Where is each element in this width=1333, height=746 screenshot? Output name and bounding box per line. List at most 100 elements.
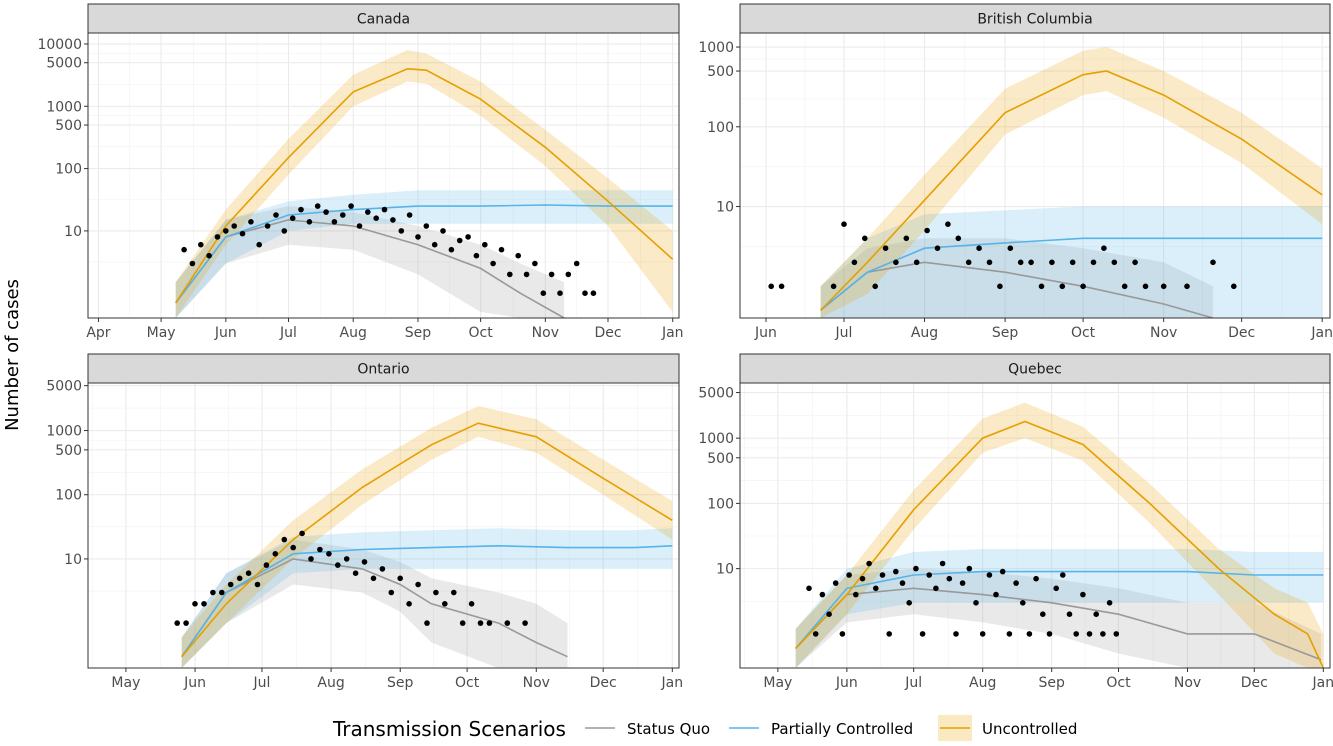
data-point [523,271,530,278]
data-point [886,631,892,637]
data-point [515,252,521,259]
data-point [326,551,332,557]
data-point [899,580,906,586]
data-point [1132,259,1138,266]
data-point [862,235,868,242]
data-point [281,228,288,234]
data-point [264,223,271,229]
data-point [1028,259,1034,266]
data-point [979,631,986,637]
data-point [933,585,939,592]
legend: Transmission Scenarios Status Quo Partial… [332,715,1077,741]
data-point [913,565,919,572]
x-tick-label: Dec [1241,675,1268,691]
y-axis: 10 100 500 1000 5000 10000 [37,37,88,240]
data-point [965,259,972,266]
data-point [882,245,889,251]
data-point [1111,259,1118,266]
data-point [582,290,588,297]
data-point [490,260,496,267]
x-tick-label: Dec [1228,325,1255,341]
data-point [532,260,538,267]
y-tick-label: 500 [707,451,734,467]
x-tick-label: Aug [969,675,996,691]
strip-canada [87,3,680,34]
line-partially-controlled [181,544,673,658]
x-tick-label: Aug [317,675,344,691]
data-point [1007,245,1014,251]
data-point [1142,283,1149,290]
data-point [1101,245,1107,251]
x-tick-label: Nov [523,675,550,691]
x-tick-label: Jan [661,325,684,341]
data-point [306,219,313,225]
gridlines [88,383,679,668]
y-tick-label: 10 [64,552,82,568]
data-point [872,283,878,290]
data-point [379,566,386,572]
data-point [272,551,279,557]
x-tick-label: Sep [1039,675,1066,691]
data-point [343,556,350,562]
panel-border [739,382,1331,669]
data-point [181,246,187,253]
y-axis: 10 100 500 1000 5000 [698,386,740,578]
data-point [1231,283,1237,290]
x-tick-label: Sep [992,325,1019,341]
data-point [1093,611,1099,617]
panel-title-british-columbia: British Columbia [977,12,1092,28]
panel-border [87,32,680,319]
ribbon-partially-controlled [795,549,1324,668]
legend-items: Status Quo Partially Controlled Uncontroll… [583,715,1077,741]
data-point [424,620,430,626]
panel-border [87,382,680,669]
y-axis-label: Number of cases [2,279,23,431]
data-point [442,601,448,607]
data-point [298,206,304,213]
data-point [966,565,973,572]
y-tick-label: 10000 [37,37,82,53]
data-point [548,271,555,278]
line-status-quo [795,587,1322,661]
y-axis: 10 100 500 1000 [698,40,740,216]
data-point [1026,631,1033,637]
data-point [841,221,847,227]
data-point [1046,631,1053,637]
data-point [227,581,234,588]
x-axis: May Jun Jul Aug Sep Oct Nov Dec Jan [763,668,1333,691]
data-point [263,562,270,568]
line-uncontrolled [795,420,1325,668]
x-tick-label: Oct [1106,675,1131,691]
data-point [299,530,305,537]
y-tick-label: 1000 [46,424,82,440]
x-tick-label: Jul [253,675,271,691]
y-tick-label: 5000 [698,386,734,402]
data-point [1006,631,1013,637]
x-tick-label: Aug [340,325,367,341]
plot-area [740,383,1330,668]
x-tick-label: Nov [1150,325,1177,341]
x-tick-label: Dec [594,325,621,341]
x-tick-label: May [763,675,792,691]
y-axis: 10 100 500 1000 5000 [46,379,88,568]
data-point [832,580,839,586]
x-tick-label: Nov [532,325,559,341]
y-tick-label: 1000 [698,40,734,56]
data-point [440,228,446,234]
observed-points [181,203,597,297]
data-point [314,203,321,209]
data-point [945,221,951,227]
data-point [806,585,812,592]
data-point [853,591,859,598]
data-point [397,575,404,582]
legend-label: Partially Controlled [771,720,913,738]
x-tick-label: Apr [86,325,110,341]
data-point [219,589,225,596]
x-tick-label: Jun [835,675,858,691]
panel-title-ontario: Ontario [357,362,409,378]
data-point [390,217,396,223]
x-tick-label: Jun [183,675,206,691]
line-partially-controlled [820,237,1323,311]
data-point [1210,259,1216,266]
